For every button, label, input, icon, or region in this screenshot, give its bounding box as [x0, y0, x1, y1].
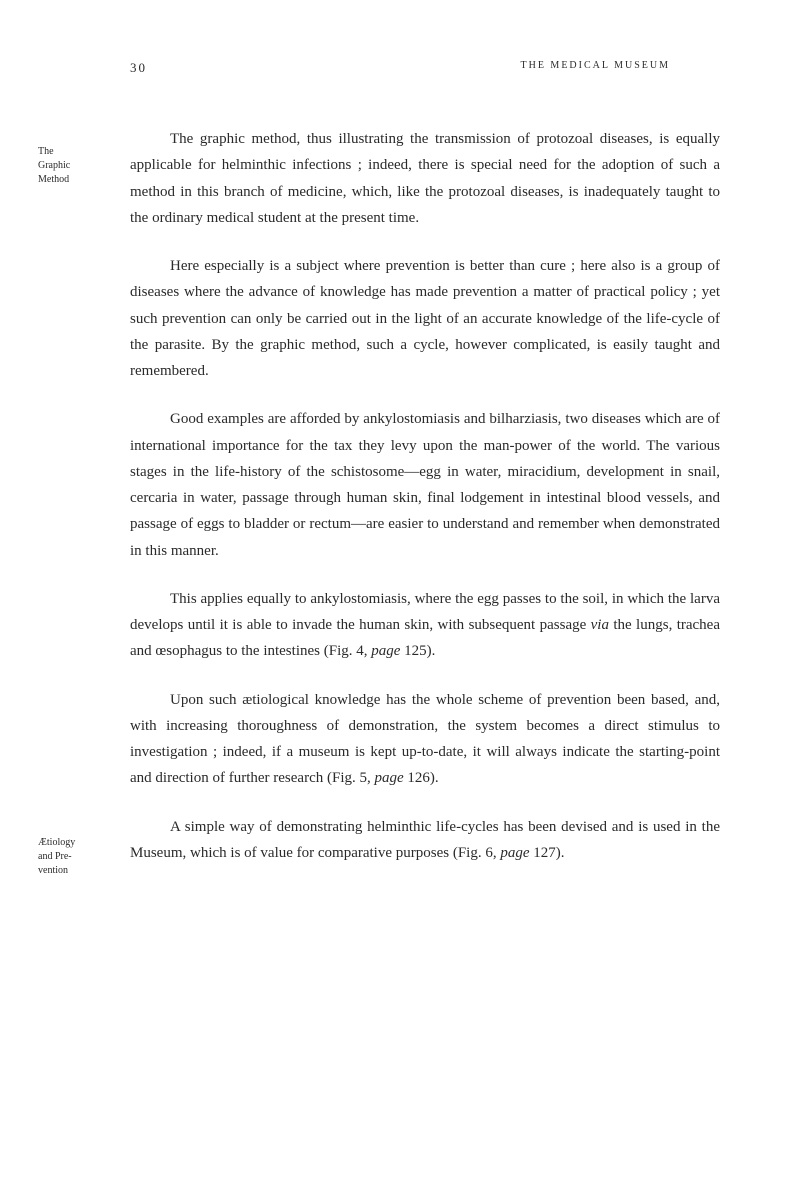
margin-note-line: Method [38, 173, 118, 187]
page-header: 30 THE MEDICAL MUSEUM [130, 60, 730, 76]
margin-note-line: and Pre- [38, 850, 118, 864]
italic-page: page [375, 770, 404, 786]
text-span: 126). [404, 770, 439, 786]
margin-note-graphic-method: The Graphic Method [38, 145, 118, 187]
paragraph-2: Here especially is a subject where preve… [130, 253, 720, 384]
margin-note-line: vention [38, 864, 118, 878]
paragraph-6: A simple way of demonstrating helminthic… [130, 814, 720, 867]
italic-page: page [500, 845, 529, 861]
header-title: THE MEDICAL MUSEUM [520, 60, 670, 76]
page-number: 30 [130, 60, 147, 76]
content-area: The graphic method, thus illustrating th… [130, 126, 730, 866]
paragraph-3: Good examples are afforded by ankylostom… [130, 406, 720, 564]
italic-via: via [591, 617, 609, 633]
margin-note-line: Graphic [38, 159, 118, 173]
paragraph-5: Upon such ætiological knowledge has the … [130, 687, 720, 792]
margin-note-line: The [38, 145, 118, 159]
text-span: A simple way of demonstrating helminthic… [130, 819, 720, 861]
margin-note-line: Ætiology [38, 836, 118, 850]
text-span: 127). [530, 845, 565, 861]
paragraph-1: The graphic method, thus illustrating th… [130, 126, 720, 231]
text-span: 125). [400, 643, 435, 659]
paragraph-4: This applies equally to ankylostomiasis,… [130, 586, 720, 665]
margin-note-aetiology: Ætiology and Pre- vention [38, 836, 118, 878]
italic-page: page [371, 643, 400, 659]
